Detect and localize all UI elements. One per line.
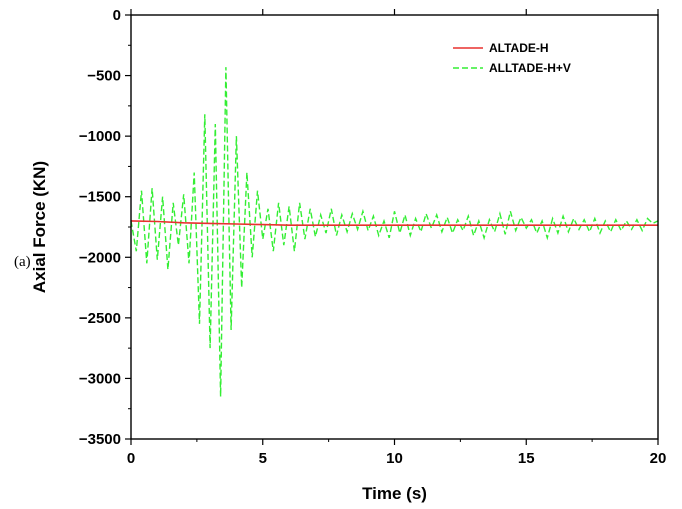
y-tick-label: −3000	[79, 370, 121, 387]
series-line-alltade-h-v	[130, 67, 659, 397]
plot-area	[130, 67, 659, 397]
legend-label: ALLTADE-H+V	[489, 61, 571, 75]
y-axis-title: Axial Force (KN)	[30, 161, 49, 293]
x-tick-label: 5	[259, 450, 267, 467]
x-tick-label: 0	[127, 450, 135, 467]
y-tick-label: −2000	[79, 249, 121, 266]
x-tick-label: 15	[518, 450, 535, 467]
legend-label: ALTADE-H	[489, 41, 549, 55]
legend: ALTADE-H ALLTADE-H+V	[453, 41, 571, 75]
y-tick-label: −1000	[79, 128, 121, 145]
tick-labels: 0 5 10 15 20 0 −500 −1000 −1500 −2000 −2500 −3000 −3…	[79, 7, 666, 467]
y-tick-label: −500	[87, 68, 121, 85]
series-line-altade-h	[130, 220, 658, 226]
x-tick-label: 10	[386, 450, 403, 467]
y-tick-label: −1500	[79, 189, 121, 206]
plot-frame	[130, 14, 659, 440]
x-tick-label: 20	[650, 450, 667, 467]
y-tick-label: 0	[113, 7, 121, 24]
y-tick-label: −2500	[79, 310, 121, 327]
x-axis-title: Time (s)	[362, 484, 427, 503]
y-tick-label: −3500	[79, 431, 121, 448]
panel-label: (a)	[14, 254, 31, 270]
